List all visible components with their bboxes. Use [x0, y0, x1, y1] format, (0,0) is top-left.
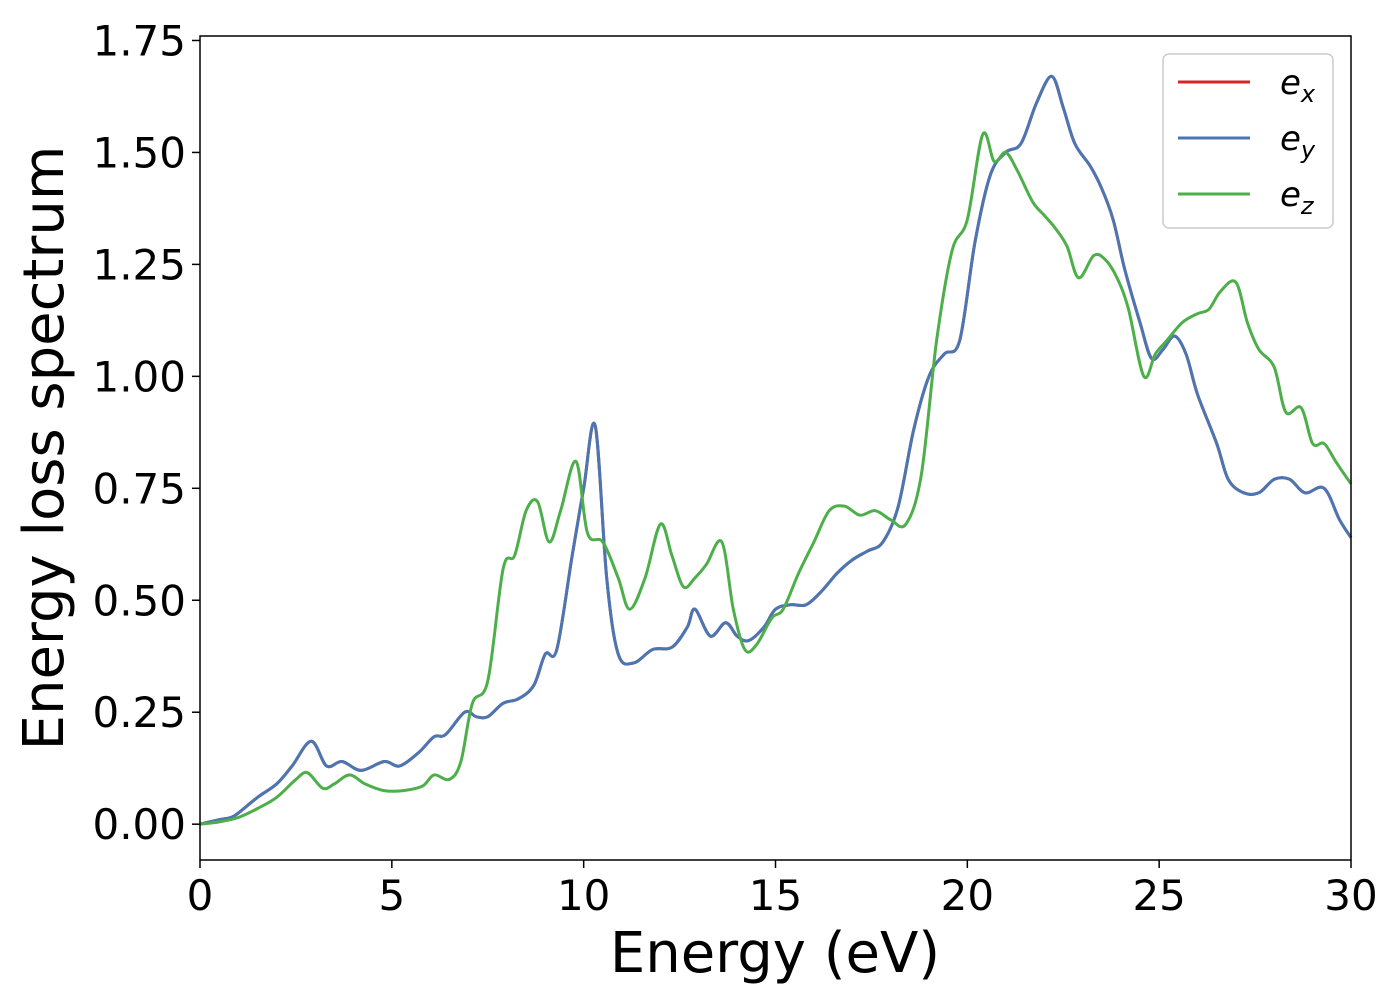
legend-label-x: ex	[1280, 63, 1316, 108]
y-tick-label: 1.25	[92, 240, 186, 289]
series-line-z	[199, 131, 1353, 826]
x-axis-title: Energy (eV)	[610, 921, 940, 986]
y-axis: 0.00 0.25 0.50 0.75 1.00 1.25 1.50 1.75	[92, 16, 200, 849]
y-axis-title: Energy loss spectrum	[12, 146, 77, 751]
x-tick-label: 10	[557, 871, 610, 920]
y-tick-label: 0.00	[92, 800, 186, 849]
series-lines	[199, 74, 1353, 826]
legend: ex ey ez	[1162, 53, 1334, 229]
x-axis: 0 5 10 15 20 25 30	[187, 860, 1378, 920]
y-tick-label: 0.75	[92, 464, 186, 513]
legend-items: ex ey ez	[1178, 63, 1316, 220]
legend-label-z: ez	[1280, 175, 1315, 220]
x-tick-label: 25	[1132, 871, 1185, 920]
legend-label-y: ey	[1280, 119, 1316, 164]
x-tick-label: 20	[941, 871, 994, 920]
y-tick-label: 1.75	[92, 16, 186, 65]
y-tick-label: 1.50	[92, 128, 186, 177]
x-tick-label: 30	[1324, 871, 1377, 920]
x-tick-label: 5	[378, 871, 405, 920]
y-tick-label: 1.00	[92, 352, 186, 401]
legend-box	[1162, 53, 1334, 229]
series-line-y	[199, 74, 1353, 826]
y-tick-label: 0.50	[92, 576, 186, 625]
y-tick-label: 0.25	[92, 688, 186, 737]
x-tick-label: 0	[187, 871, 214, 920]
x-tick-label: 15	[749, 871, 802, 920]
